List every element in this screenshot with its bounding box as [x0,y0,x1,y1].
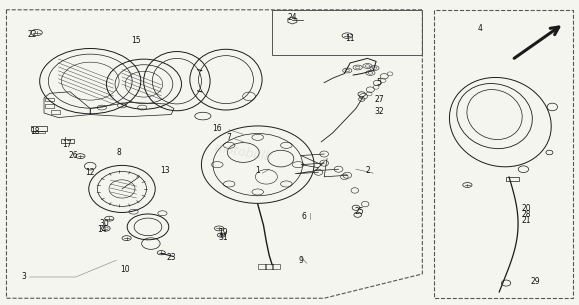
Text: 18: 18 [31,127,40,136]
Text: 6: 6 [302,212,306,221]
Text: 17: 17 [63,140,72,149]
Text: 31: 31 [218,233,228,242]
Text: 32: 32 [374,107,384,116]
Text: 13: 13 [160,166,170,175]
Bar [45,104,54,108]
Bar [61,139,74,143]
Text: 24: 24 [288,13,297,22]
Text: 8: 8 [117,148,122,157]
Text: 29: 29 [530,277,540,286]
Text: 21: 21 [522,216,531,225]
Text: 2: 2 [365,166,370,175]
Text: 11: 11 [346,34,355,43]
Text: 23: 23 [166,253,176,262]
Text: 3: 3 [21,272,26,282]
Text: 26: 26 [68,151,78,160]
Text: 9: 9 [299,256,303,265]
Text: 4: 4 [478,23,482,33]
Text: 14: 14 [97,225,107,235]
Text: motobulk: motobulk [213,141,273,164]
Text: 7: 7 [226,133,231,142]
Text: 28: 28 [522,210,531,219]
Text: 22: 22 [28,30,37,39]
Text: 30: 30 [100,219,109,228]
Bar [265,264,273,269]
Text: 25: 25 [354,207,364,216]
Bar [272,264,280,269]
Text: 15: 15 [131,36,141,45]
Text: 19: 19 [218,228,228,238]
Bar [45,98,54,102]
Bar [32,131,45,133]
Text: 12: 12 [86,168,95,177]
Text: 10: 10 [120,265,130,274]
Bar [31,126,47,131]
Bar [258,264,266,269]
Text: 5: 5 [376,78,382,87]
Text: 20: 20 [522,204,531,213]
Text: 27: 27 [374,95,384,104]
Text: 1: 1 [255,166,260,175]
Text: 16: 16 [212,124,222,133]
Bar [506,177,519,181]
Bar [51,110,60,114]
